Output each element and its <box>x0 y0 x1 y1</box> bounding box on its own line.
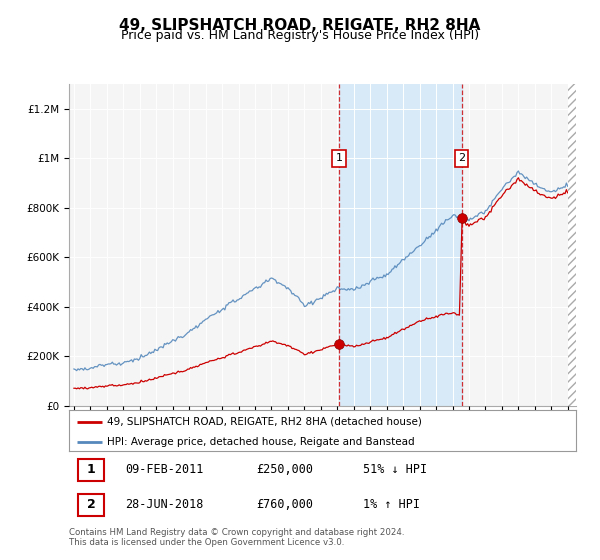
FancyBboxPatch shape <box>78 459 104 481</box>
Text: 09-FEB-2011: 09-FEB-2011 <box>125 463 203 476</box>
Text: 2: 2 <box>458 153 465 164</box>
Text: 28-JUN-2018: 28-JUN-2018 <box>125 498 203 511</box>
Text: 1% ↑ HPI: 1% ↑ HPI <box>363 498 420 511</box>
Text: 1: 1 <box>87 463 95 476</box>
Text: 2: 2 <box>87 498 95 511</box>
Text: Price paid vs. HM Land Registry's House Price Index (HPI): Price paid vs. HM Land Registry's House … <box>121 29 479 42</box>
FancyBboxPatch shape <box>78 493 104 516</box>
FancyBboxPatch shape <box>455 150 468 167</box>
Text: £250,000: £250,000 <box>257 463 314 476</box>
Text: 49, SLIPSHATCH ROAD, REIGATE, RH2 8HA (detached house): 49, SLIPSHATCH ROAD, REIGATE, RH2 8HA (d… <box>107 417 422 427</box>
Text: 49, SLIPSHATCH ROAD, REIGATE, RH2 8HA: 49, SLIPSHATCH ROAD, REIGATE, RH2 8HA <box>119 18 481 33</box>
Bar <box>339 84 461 406</box>
FancyBboxPatch shape <box>332 150 346 167</box>
Bar <box>568 84 576 406</box>
Text: 51% ↓ HPI: 51% ↓ HPI <box>363 463 427 476</box>
Text: HPI: Average price, detached house, Reigate and Banstead: HPI: Average price, detached house, Reig… <box>107 437 415 447</box>
Text: £760,000: £760,000 <box>257 498 314 511</box>
Text: Contains HM Land Registry data © Crown copyright and database right 2024.
This d: Contains HM Land Registry data © Crown c… <box>69 528 404 547</box>
Text: 1: 1 <box>335 153 343 164</box>
